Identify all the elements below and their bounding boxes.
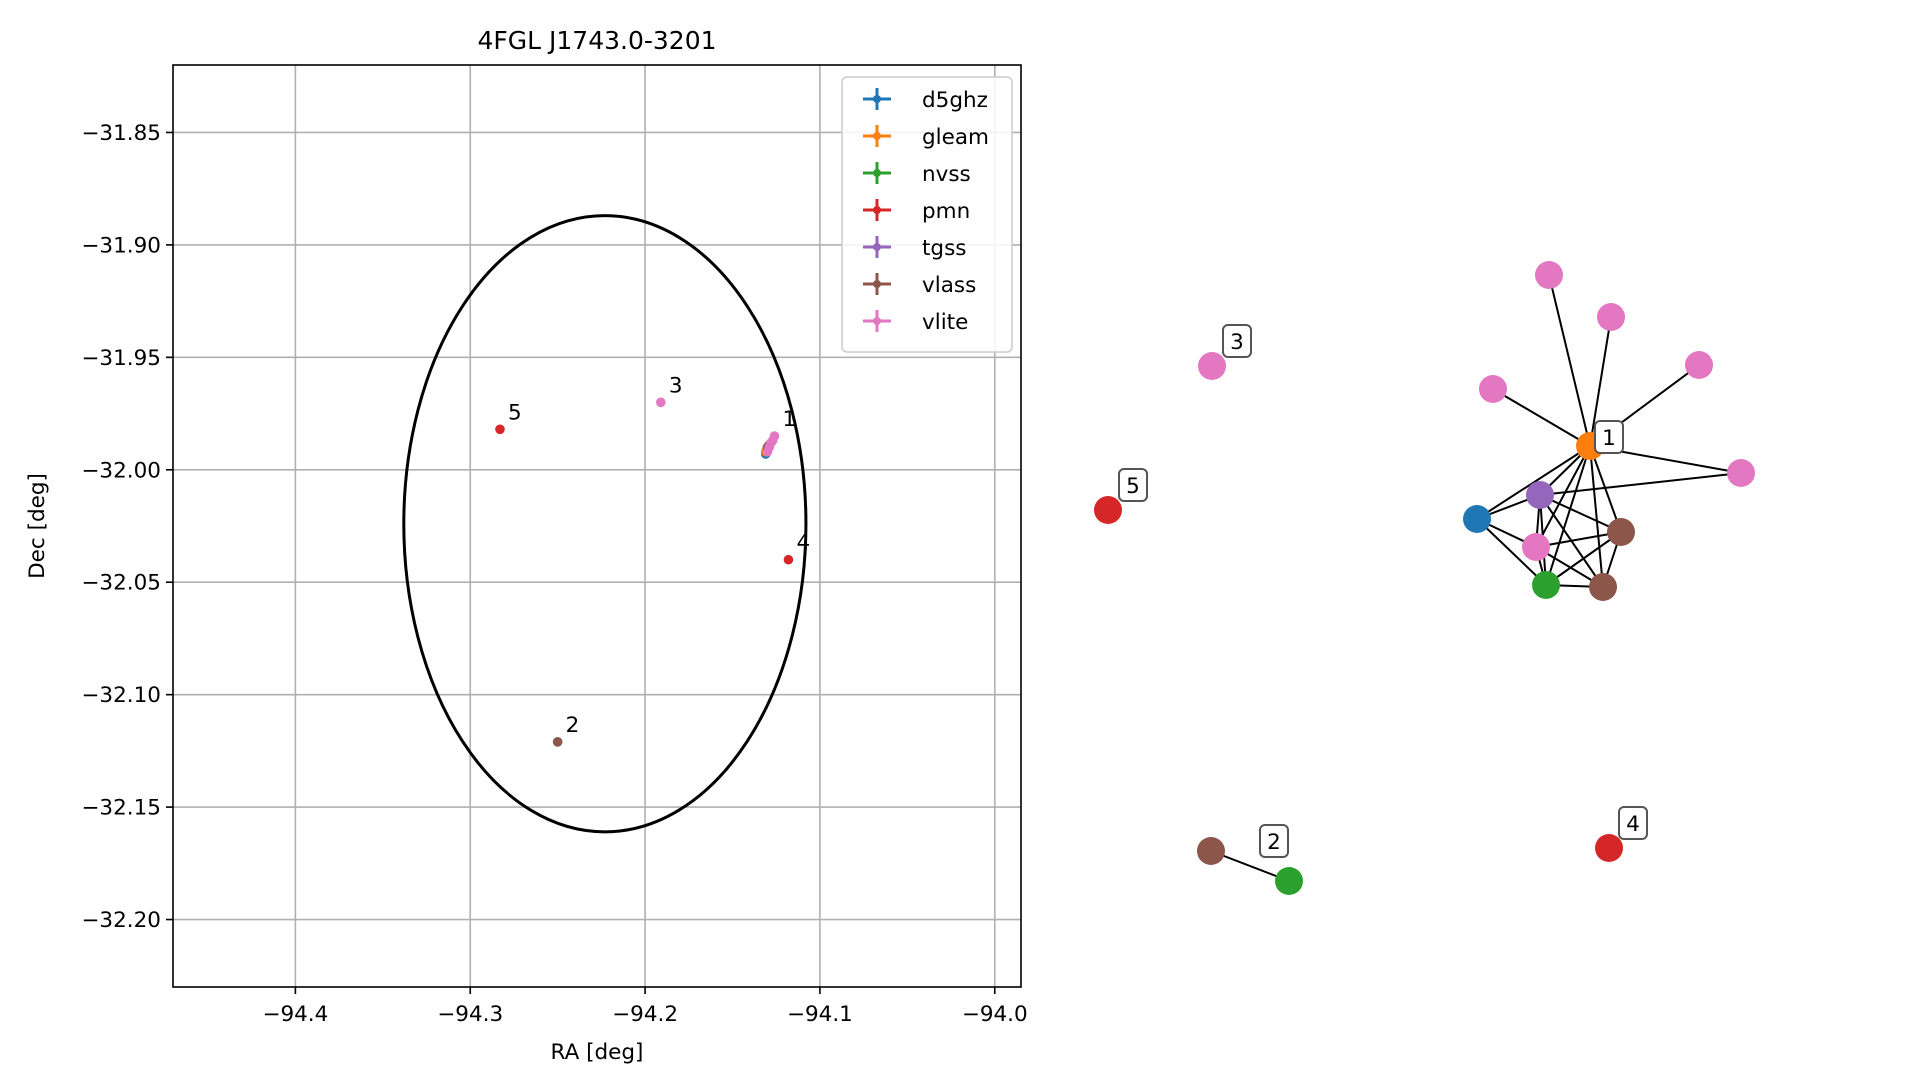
network-edge — [1589, 445, 1604, 588]
network-node-pmn — [1094, 496, 1122, 524]
data-point-vlite — [762, 446, 773, 457]
legend-label-vlass: vlass — [922, 273, 976, 298]
x-tick-label: −94.4 — [262, 1002, 328, 1027]
network-edge — [1589, 316, 1612, 447]
point-annotation: 2 — [566, 713, 580, 738]
chart-title: 4FGL J1743.0-3201 — [477, 26, 716, 55]
x-axis-label: RA [deg] — [551, 1040, 644, 1065]
legend-marker-vlite — [873, 317, 881, 325]
data-point-vlite — [656, 397, 666, 408]
network-node-vlite — [1727, 459, 1755, 487]
network-panel: 1 2 3 4 5 — [1094, 261, 1755, 895]
data-point-pmn — [783, 554, 794, 565]
network-node-vlass — [1607, 518, 1635, 546]
legend-label-pmn: pmn — [922, 199, 970, 224]
legend-marker-vlass — [873, 280, 881, 288]
cluster-label: 5 — [1126, 474, 1140, 499]
grid-layer — [173, 65, 1021, 987]
y-axis-ticks: −31.85 −31.90 −31.95 −32.00 −32.05 −32.10 −32.… — [81, 121, 173, 933]
legend: d5ghz gleam nvss pmn tgss vlass vlite — [841, 76, 1013, 353]
network-node-nvss — [1275, 867, 1303, 895]
network-edge — [1545, 531, 1622, 586]
network-node-vlite — [1522, 533, 1550, 561]
legend-label-d5ghz: d5ghz — [922, 88, 988, 113]
y-tick-label: −32.20 — [81, 908, 161, 933]
localization-ellipse — [402, 214, 808, 834]
annotation-layer: 1 2 3 4 5 — [508, 373, 810, 738]
network-node-nvss — [1532, 571, 1560, 599]
network-node-d5ghz — [1463, 505, 1491, 533]
network-edge — [1535, 531, 1622, 548]
point-annotation: 5 — [508, 400, 522, 425]
x-tick-label: −94.3 — [437, 1002, 503, 1027]
y-tick-label: −32.10 — [81, 683, 161, 708]
network-node-pmn — [1595, 834, 1623, 862]
y-tick-label: −31.95 — [81, 346, 161, 371]
data-point-vlass — [552, 737, 563, 747]
points-layer — [495, 397, 794, 747]
legend-label-vlite: vlite — [922, 310, 968, 335]
y-tick-label: −32.15 — [81, 796, 161, 821]
point-annotation: 1 — [782, 407, 796, 432]
network-edge — [1492, 388, 1591, 447]
network-edge — [1535, 445, 1591, 548]
network-node-tgss — [1526, 481, 1554, 509]
legend-marker-d5ghz — [873, 95, 881, 103]
network-node-vlite — [1535, 261, 1563, 289]
network-node-vlite — [1479, 375, 1507, 403]
y-tick-label: −31.85 — [81, 121, 161, 146]
network-cluster-labels: 1 2 3 4 5 — [1118, 324, 1648, 858]
network-edge — [1476, 445, 1591, 520]
data-point-pmn — [495, 424, 505, 435]
network-edge — [1548, 274, 1591, 447]
cluster-label: 1 — [1602, 426, 1616, 451]
legend-marker-tgss — [873, 243, 881, 251]
cluster-label-box — [1594, 420, 1624, 454]
network-node-vlite — [1198, 352, 1226, 380]
cluster-label: 3 — [1230, 330, 1244, 355]
network-edge — [1545, 445, 1591, 586]
data-point-vlite — [767, 435, 778, 446]
legend-marker-pmn — [873, 206, 881, 214]
network-edge — [1476, 518, 1547, 586]
network-node-vlite — [1685, 351, 1713, 379]
x-tick-label: −94.2 — [612, 1002, 678, 1027]
legend-label-gleam: gleam — [922, 125, 989, 150]
cluster-label: 4 — [1626, 812, 1640, 837]
plot-frame — [172, 64, 1022, 988]
cluster-label-box — [1259, 824, 1289, 858]
ellipse-layer — [402, 214, 808, 834]
x-tick-label: −94.1 — [787, 1002, 853, 1027]
network-edge — [1539, 472, 1742, 496]
cluster-label-box — [1222, 324, 1252, 358]
point-annotation: 4 — [796, 531, 810, 556]
y-tick-label: −32.05 — [81, 571, 161, 596]
point-annotation: 3 — [669, 373, 683, 398]
legend-label-tgss: tgss — [922, 236, 966, 261]
x-tick-label: −94.0 — [962, 1002, 1028, 1027]
x-axis-ticks: −94.4 −94.3 −94.2 −94.1 −94.0 — [262, 987, 1028, 1027]
network-node-vlite — [1597, 303, 1625, 331]
network-node-vlass — [1589, 573, 1617, 601]
network-nodes — [1094, 261, 1755, 895]
network-edge — [1589, 445, 1622, 533]
y-axis-label: Dec [deg] — [25, 473, 50, 579]
y-tick-label: −31.90 — [81, 233, 161, 258]
cluster-label-box — [1618, 806, 1648, 840]
network-edges — [1210, 274, 1742, 882]
legend-marker-gleam — [873, 132, 881, 140]
cluster-label-box — [1118, 468, 1148, 502]
cluster-label: 2 — [1267, 830, 1281, 855]
y-tick-label: −32.00 — [81, 458, 161, 483]
network-edge — [1539, 494, 1622, 533]
legend-marker-nvss — [873, 169, 881, 177]
legend-label-nvss: nvss — [922, 162, 971, 187]
network-node-vlass — [1197, 837, 1225, 865]
